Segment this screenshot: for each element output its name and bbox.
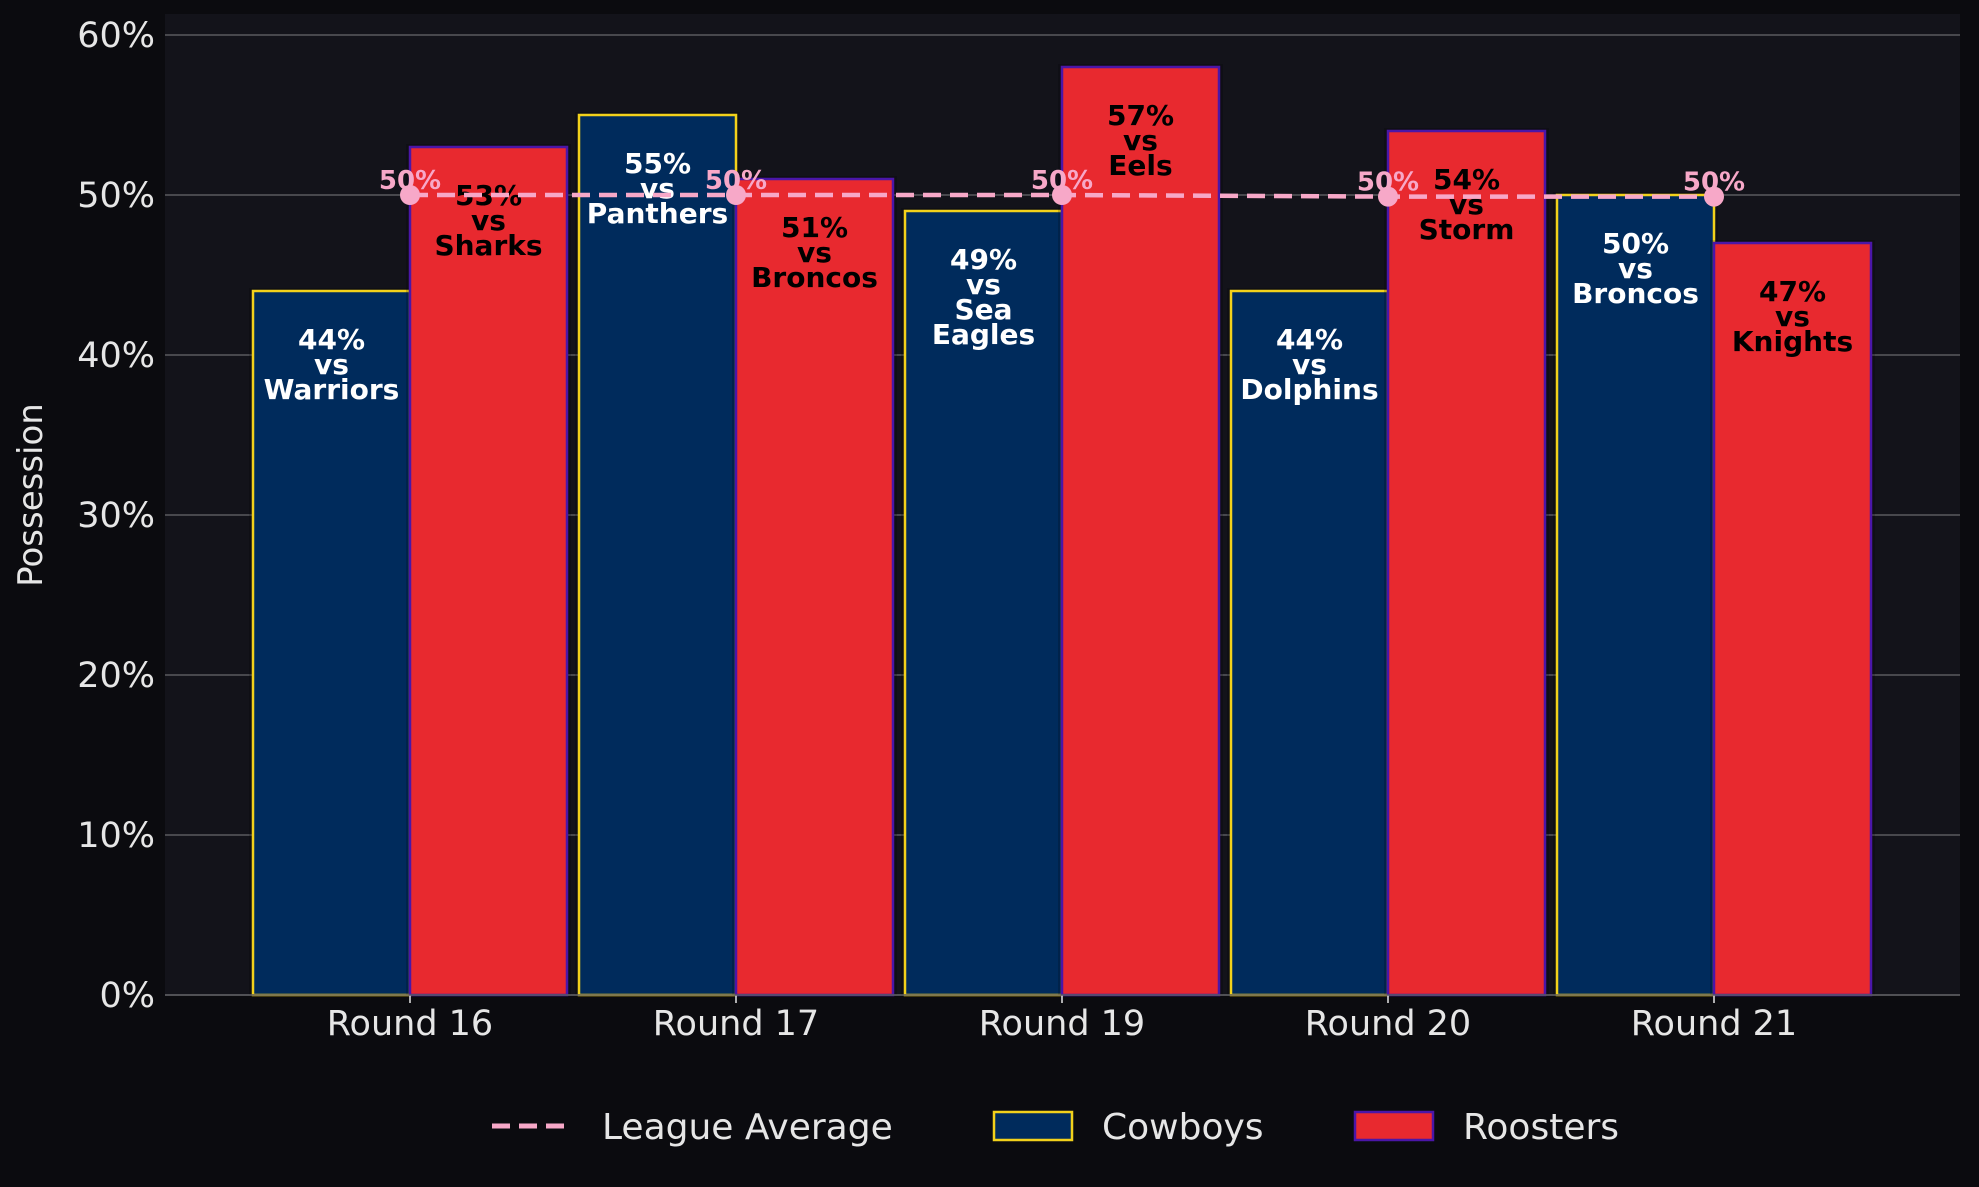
league-average-label: 50% — [1683, 168, 1745, 198]
cowboys-data-label: vs — [640, 172, 675, 205]
x-tick-label: Round 17 — [653, 1004, 819, 1044]
league-average-point — [1704, 186, 1724, 207]
roosters-data-label: Knights — [1732, 325, 1853, 358]
roosters-bar — [1386, 129, 1547, 997]
league-average-label: 50% — [379, 166, 441, 196]
roosters-data-label: 57% — [1107, 99, 1174, 132]
roosters-data-label: Eels — [1108, 149, 1172, 182]
roosters-bar — [1060, 65, 1221, 997]
legend: League Average Cowboys Roosters — [492, 1107, 1619, 1148]
roosters-bar — [408, 145, 569, 997]
y-tick-label: 30% — [77, 496, 155, 536]
x-axis: Round 16 Round 17 Round 19 Round 20 Round 21 — [165, 994, 1960, 1044]
roosters-data-label: vs — [1775, 300, 1810, 333]
league-average-label: 50% — [705, 166, 767, 196]
y-tick-label: 50% — [77, 176, 155, 216]
cowboys-bar — [903, 209, 1064, 997]
bars — [249, 64, 1875, 997]
legend-cowboys-swatch — [992, 1110, 1074, 1142]
cowboys-data-label: Broncos — [1572, 277, 1699, 310]
cowboys-data-label: 55% — [624, 147, 691, 180]
roosters-data-label: Sharks — [434, 229, 542, 262]
y-tick-label: 10% — [77, 816, 155, 856]
roosters-data-label: Broncos — [751, 261, 878, 294]
cowboys-data-label: 44% — [298, 323, 365, 356]
cowboys-data-label: 50% — [1602, 227, 1669, 260]
cowboys-bar — [1229, 289, 1390, 997]
roosters-data-label: vs — [1449, 188, 1484, 221]
x-tick-label: Round 19 — [979, 1004, 1145, 1044]
cowboys-data-label: Warriors — [264, 373, 400, 406]
roosters-data-label: 47% — [1759, 275, 1826, 308]
league-average-point — [1052, 185, 1072, 205]
cowboys-data-label: vs — [314, 348, 349, 381]
cowboys-data-label: 44% — [1276, 323, 1343, 356]
roosters-bar — [734, 177, 895, 997]
league-average-point — [726, 185, 746, 205]
legend-roosters-swatch — [1353, 1110, 1435, 1142]
y-tick-label: 20% — [77, 656, 155, 696]
cowboys-bar — [251, 289, 412, 997]
cowboys-data-label: vs — [1618, 252, 1653, 285]
x-tick-label: Round 21 — [1631, 1004, 1797, 1044]
roosters-data-label: vs — [797, 236, 832, 269]
cowboys-bar — [1555, 193, 1716, 997]
league-average-point — [1378, 186, 1398, 207]
roosters-data-label: Storm — [1419, 213, 1515, 246]
roosters-data-label: 54% — [1433, 163, 1500, 196]
y-tick-label: 0% — [99, 976, 155, 1016]
x-tick-label: Round 16 — [327, 1004, 493, 1044]
roosters-data-label: vs — [1123, 124, 1158, 157]
y-axis: 0% 10% 20% 30% 40% 50% 60% — [77, 16, 155, 1016]
cowboys-data-label: Sea — [954, 293, 1012, 326]
roosters-bar — [1712, 241, 1873, 997]
cowboys-data-label: vs — [1292, 348, 1327, 381]
cowboys-data-label: Panthers — [587, 197, 728, 230]
cowboys-data-label: Dolphins — [1240, 373, 1378, 406]
roosters-data-label: 51% — [781, 211, 848, 244]
y-axis-label: Possession — [11, 403, 51, 587]
league-average-label: 50% — [1357, 168, 1419, 198]
legend-roosters-label: Roosters — [1463, 1107, 1619, 1148]
cowboys-bar — [577, 113, 738, 997]
league-average-line: 50% 50% 50% 50% 50% — [379, 166, 1745, 207]
cowboys-data-label: Eagles — [932, 318, 1035, 351]
y-tick-label: 60% — [77, 16, 155, 56]
league-average-label: 50% — [1031, 166, 1093, 196]
x-tick-label: Round 20 — [1305, 1004, 1471, 1044]
legend-cowboys-label: Cowboys — [1102, 1107, 1264, 1148]
cowboys-data-label: 49% — [950, 243, 1017, 276]
league-average-point — [400, 185, 420, 205]
legend-average-label: League Average — [602, 1107, 893, 1148]
roosters-data-label: vs — [471, 204, 506, 237]
cowboys-data-label: vs — [966, 268, 1001, 301]
y-tick-label: 40% — [77, 336, 155, 376]
